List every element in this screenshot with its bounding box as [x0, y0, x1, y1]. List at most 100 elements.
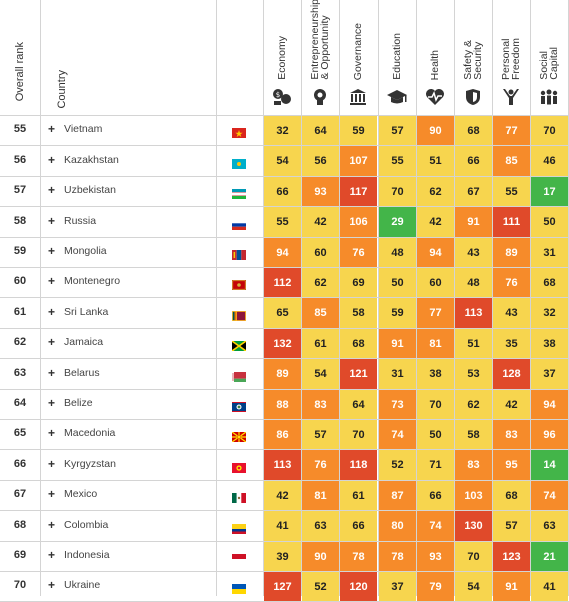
- flag-lk-icon: [232, 308, 246, 318]
- rank-value: 70: [0, 579, 40, 591]
- score-cell: 77: [417, 298, 454, 328]
- country-name[interactable]: Jamaica: [64, 336, 103, 348]
- score-cell: 57: [379, 116, 416, 145]
- country-name[interactable]: Belize: [64, 397, 93, 409]
- score-cell: 51: [455, 329, 492, 358]
- expand-plus-icon[interactable]: +: [48, 548, 55, 562]
- country-name[interactable]: Macedonia: [64, 427, 115, 439]
- country-name[interactable]: Uzbekistan: [64, 184, 116, 196]
- score-cell: 57: [493, 511, 530, 541]
- score-cell: 69: [340, 268, 377, 297]
- expand-plus-icon[interactable]: +: [48, 305, 55, 319]
- rank-value: 56: [0, 154, 40, 166]
- expand-plus-icon[interactable]: +: [48, 153, 55, 167]
- country-name[interactable]: Montenegro: [64, 275, 120, 287]
- score-cell: 71: [417, 450, 454, 480]
- expand-plus-icon[interactable]: +: [48, 183, 55, 197]
- score-cell: 81: [302, 481, 339, 510]
- pillar-header-label: Education: [392, 33, 402, 80]
- pillar-header-label: Governance: [353, 23, 363, 80]
- score-cell: 88: [264, 390, 301, 419]
- score-cell: 91: [379, 329, 416, 358]
- expand-plus-icon[interactable]: +: [48, 518, 55, 532]
- score-cell: 48: [455, 268, 492, 297]
- score-cell: 89: [264, 359, 301, 389]
- country-name[interactable]: Kyrgyzstan: [64, 458, 116, 470]
- expand-plus-icon[interactable]: +: [48, 366, 55, 380]
- expand-plus-icon[interactable]: +: [48, 122, 55, 136]
- flag-kz-icon: [232, 156, 246, 166]
- country-name[interactable]: Mongolia: [64, 245, 107, 257]
- expand-plus-icon[interactable]: +: [48, 578, 55, 592]
- expand-plus-icon[interactable]: +: [48, 396, 55, 410]
- score-cell: 54: [264, 146, 301, 176]
- country-name[interactable]: Russia: [64, 215, 96, 227]
- rank-value: 67: [0, 488, 40, 500]
- score-cell: 120: [340, 572, 377, 601]
- expand-plus-icon[interactable]: +: [48, 274, 55, 288]
- score-cell: 78: [340, 542, 377, 571]
- score-cell: 60: [417, 268, 454, 297]
- score-cell: 60: [302, 238, 339, 267]
- country-name[interactable]: Kazakhstan: [64, 154, 119, 166]
- score-cell: 55: [379, 146, 416, 176]
- score-cell: 121: [340, 359, 377, 389]
- score-cell: 93: [302, 177, 339, 206]
- country-name[interactable]: Mexico: [64, 488, 97, 500]
- expand-plus-icon[interactable]: +: [48, 487, 55, 501]
- score-cell: 118: [340, 450, 377, 480]
- score-cell: 93: [417, 542, 454, 571]
- score-cell: 17: [531, 177, 568, 206]
- government-building-icon: [339, 86, 377, 108]
- expand-plus-icon[interactable]: +: [48, 426, 55, 440]
- lightbulb-icon: [301, 86, 339, 108]
- score-cell: 94: [531, 390, 568, 419]
- score-cell: 68: [340, 329, 377, 358]
- country-name[interactable]: Ukraine: [64, 579, 100, 591]
- pillar-header-5: Safety & Security: [454, 2, 492, 80]
- pillar-header-label: Entrepreneurship & Opportunity: [310, 0, 330, 80]
- rank-value: 58: [0, 215, 40, 227]
- score-cell: 74: [531, 481, 568, 510]
- country-name[interactable]: Vietnam: [64, 123, 102, 135]
- score-cell: 42: [302, 207, 339, 237]
- score-cell: 53: [455, 359, 492, 389]
- expand-plus-icon[interactable]: +: [48, 214, 55, 228]
- score-cell: 130: [455, 511, 492, 541]
- country-name[interactable]: Sri Lanka: [64, 306, 108, 318]
- score-cell: 55: [264, 207, 301, 237]
- score-cell: 14: [531, 450, 568, 480]
- score-cell: 91: [455, 207, 492, 237]
- score-cell: 90: [302, 542, 339, 571]
- score-cell: 128: [493, 359, 530, 389]
- flag-ru-icon: [232, 217, 246, 227]
- score-cell: 59: [379, 298, 416, 328]
- people-group-icon: [530, 86, 568, 108]
- expand-plus-icon[interactable]: +: [48, 244, 55, 258]
- rank-value: 65: [0, 427, 40, 439]
- score-cell: 91: [493, 572, 530, 601]
- expand-plus-icon[interactable]: +: [48, 335, 55, 349]
- score-cell: 94: [417, 238, 454, 267]
- score-cell: 63: [302, 511, 339, 541]
- expand-plus-icon[interactable]: +: [48, 457, 55, 471]
- score-cell: 73: [379, 390, 416, 419]
- score-cell: 103: [455, 481, 492, 510]
- country-name[interactable]: Colombia: [64, 519, 108, 531]
- score-cell: 37: [531, 359, 568, 389]
- score-cell: 62: [302, 268, 339, 297]
- column-divider: [216, 0, 217, 596]
- score-cell: 52: [379, 450, 416, 480]
- flag-mx-icon: [232, 490, 246, 500]
- rank-value: 57: [0, 184, 40, 196]
- flag-by-icon: [232, 369, 246, 379]
- svg-text:$: $: [276, 91, 280, 99]
- score-cell: 31: [379, 359, 416, 389]
- score-cell: 62: [417, 177, 454, 206]
- country-name[interactable]: Indonesia: [64, 549, 110, 561]
- score-cell: 48: [379, 238, 416, 267]
- score-cell: 66: [455, 146, 492, 176]
- country-name[interactable]: Belarus: [64, 367, 100, 379]
- score-cell: 68: [493, 481, 530, 510]
